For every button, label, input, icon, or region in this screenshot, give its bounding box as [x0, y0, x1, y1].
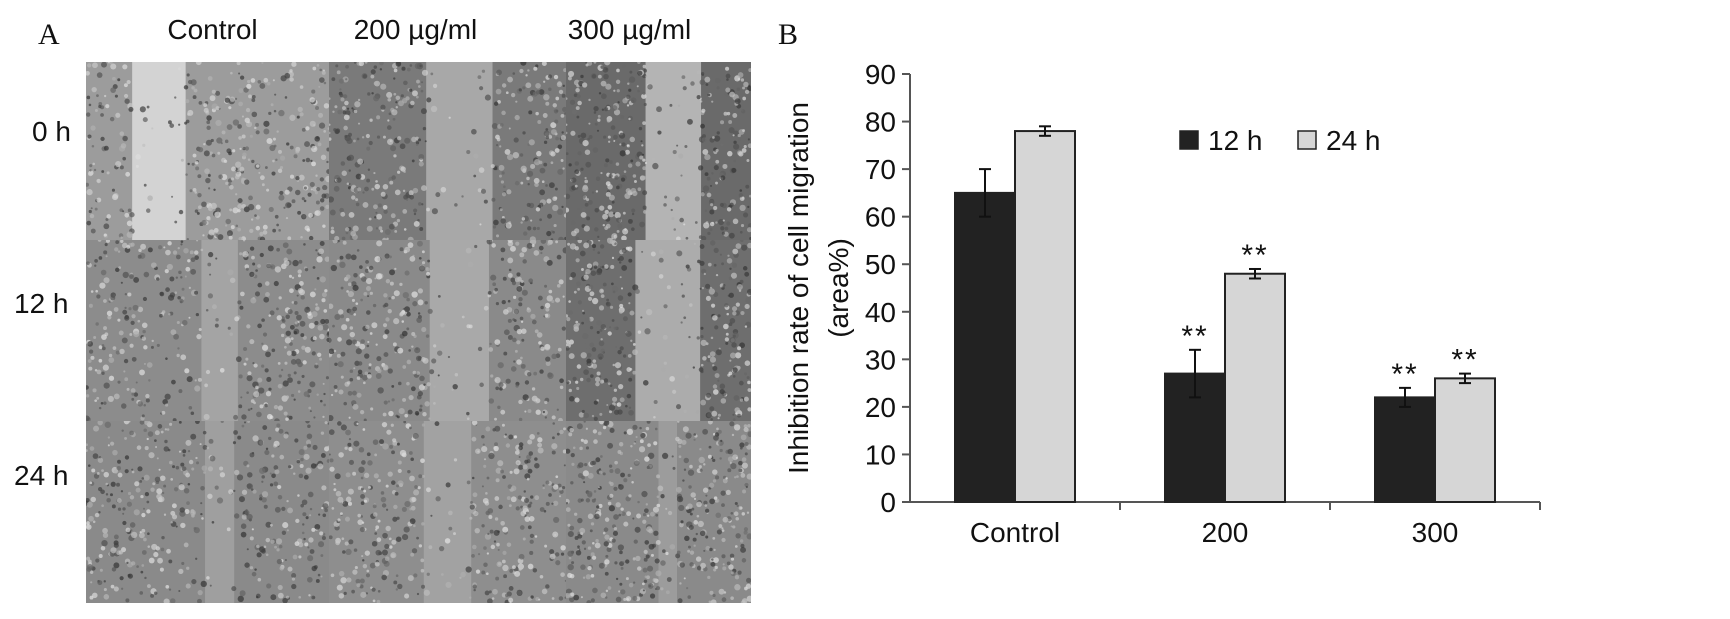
significance-marker: **	[1241, 239, 1268, 272]
micrograph-control-0h	[86, 62, 329, 240]
significance-marker: **	[1181, 320, 1208, 353]
column-label-200: 200 µg/ml	[353, 14, 478, 45]
bar-24h-300	[1434, 377, 1496, 504]
micrograph-300-12h	[566, 240, 751, 421]
micrograph-control-12h	[86, 240, 329, 421]
micrograph-300-0h	[566, 62, 751, 240]
significance-marker: **	[1451, 344, 1478, 377]
micrograph-300-24h	[566, 421, 751, 603]
y-axis-label: Inhibition rate of cell migration	[783, 102, 814, 474]
row-label-24h: 24 h	[14, 460, 69, 491]
bar-24h-200	[1224, 272, 1286, 503]
panel-a-label: A	[38, 18, 60, 51]
x-tick-label: 300	[1412, 517, 1459, 548]
micrograph-control-24h	[86, 421, 329, 603]
row-label-0h: 0 h	[32, 116, 71, 147]
panel-b-label: B	[778, 18, 799, 51]
bar-12h-control	[954, 191, 1016, 503]
y-axis-label: (area%)	[823, 238, 854, 338]
y-tick-label: 0	[880, 487, 896, 518]
micrograph-grid	[86, 62, 751, 603]
legend-swatch-1	[1297, 130, 1317, 150]
row-label-12h: 12 h	[14, 288, 69, 319]
bar-12h-300	[1374, 396, 1436, 503]
micrograph-200-24h	[329, 421, 566, 603]
y-tick-label: 80	[865, 107, 896, 138]
legend-swatch-0	[1179, 130, 1199, 150]
y-tick-label: 50	[865, 249, 896, 280]
y-tick-label: 40	[865, 297, 896, 328]
y-tick-label: 60	[865, 202, 896, 233]
micrograph-200-12h	[329, 240, 566, 421]
y-tick-label: 90	[865, 59, 896, 90]
y-tick-label: 70	[865, 154, 896, 185]
y-tick-label: 30	[865, 344, 896, 375]
micrograph-200-0h	[329, 62, 566, 240]
y-tick-label: 20	[865, 392, 896, 423]
legend-label-0: 12 h	[1208, 125, 1263, 156]
column-label-control: Control	[167, 14, 258, 45]
legend-label-1: 24 h	[1326, 125, 1381, 156]
x-tick-label: Control	[970, 517, 1060, 548]
x-tick-label: 200	[1202, 517, 1249, 548]
significance-marker: **	[1391, 358, 1418, 391]
y-tick-label: 10	[865, 439, 896, 470]
bar-24h-control	[1014, 130, 1076, 503]
column-label-300: 300 µg/ml	[567, 14, 692, 45]
